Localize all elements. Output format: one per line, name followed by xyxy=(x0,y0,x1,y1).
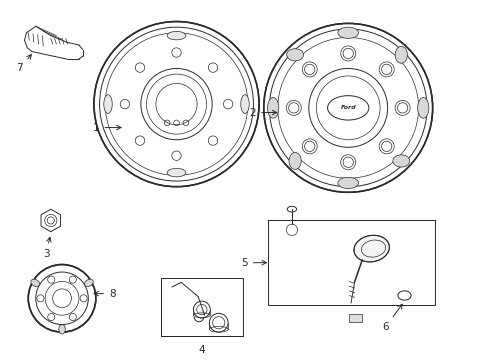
Ellipse shape xyxy=(289,153,301,169)
Bar xyxy=(349,314,362,322)
Ellipse shape xyxy=(338,177,359,189)
Ellipse shape xyxy=(393,155,410,167)
Ellipse shape xyxy=(354,235,390,262)
Text: 4: 4 xyxy=(198,345,205,355)
Bar xyxy=(161,278,243,336)
Ellipse shape xyxy=(59,325,65,334)
Bar xyxy=(269,220,436,305)
Text: 5: 5 xyxy=(241,258,267,268)
Ellipse shape xyxy=(268,98,279,118)
Ellipse shape xyxy=(287,49,304,61)
Text: 2: 2 xyxy=(249,108,277,118)
Ellipse shape xyxy=(31,279,40,287)
Text: 1: 1 xyxy=(93,122,121,132)
Bar xyxy=(161,278,243,336)
Polygon shape xyxy=(41,209,61,232)
Ellipse shape xyxy=(241,95,249,113)
Text: Ford: Ford xyxy=(341,105,356,111)
Ellipse shape xyxy=(167,31,186,40)
Circle shape xyxy=(28,265,96,332)
Text: 8: 8 xyxy=(94,289,116,299)
Ellipse shape xyxy=(84,279,93,287)
Text: 6: 6 xyxy=(382,304,402,332)
Circle shape xyxy=(94,22,259,187)
Ellipse shape xyxy=(104,95,112,113)
Ellipse shape xyxy=(338,27,359,39)
Ellipse shape xyxy=(395,46,407,63)
Circle shape xyxy=(264,23,433,192)
Ellipse shape xyxy=(167,168,186,177)
Text: 7: 7 xyxy=(17,54,31,73)
Bar xyxy=(269,220,436,305)
Text: 3: 3 xyxy=(43,237,51,258)
Ellipse shape xyxy=(417,98,429,118)
